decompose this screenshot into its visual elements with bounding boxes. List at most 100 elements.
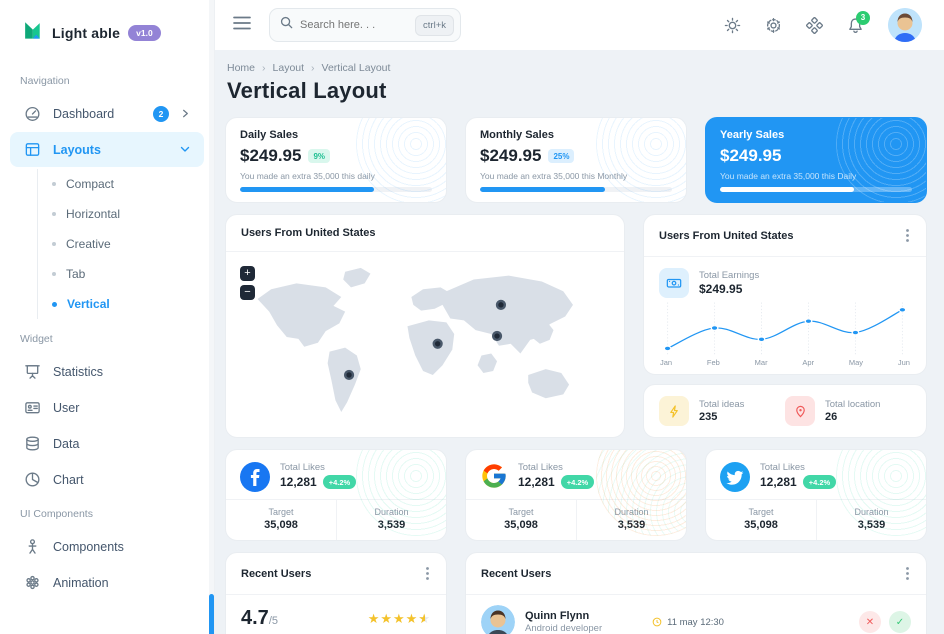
search-input[interactable] xyxy=(300,19,409,31)
search-box[interactable]: ctrl+k xyxy=(269,8,461,42)
kebab-menu-icon[interactable] xyxy=(904,565,911,582)
theme-sun-icon[interactable] xyxy=(724,17,741,34)
card-title: Recent Users xyxy=(481,567,552,580)
approve-button[interactable]: ✓ xyxy=(889,611,911,633)
target-value: 35,098 xyxy=(744,519,778,531)
sidebar-item-label: Chart xyxy=(53,472,84,487)
kebab-menu-icon[interactable] xyxy=(424,565,431,582)
likes-label: Total Likes xyxy=(518,462,563,473)
bullet-icon xyxy=(52,182,56,186)
dashboard-count-badge: 2 xyxy=(153,105,169,122)
id-card-icon xyxy=(24,399,41,416)
sidebar-item-label: Layouts xyxy=(53,142,101,157)
likes-percent-badge: +4.2% xyxy=(560,475,595,489)
yearly-sales-card: Yearly Sales $249.95 You made an extra 3… xyxy=(705,117,927,203)
sidebar-item-data[interactable]: Data xyxy=(10,426,204,461)
sidebar-item-statistics[interactable]: Statistics xyxy=(10,354,204,389)
subitem-label: Horizontal xyxy=(66,207,121,221)
sidebar-scrollbar-track xyxy=(209,0,214,634)
widgets-diamond-icon[interactable] xyxy=(806,16,823,34)
sidebar-subitem-vertical[interactable]: Vertical xyxy=(38,289,214,319)
sidebar-subitem-horizontal[interactable]: Horizontal xyxy=(38,199,214,229)
earnings-label: Total Earnings xyxy=(699,270,760,281)
nav-caption-navigation: Navigation xyxy=(20,75,70,87)
sidebar: Light able v1.0 Navigation Dashboard 2 L… xyxy=(0,0,215,634)
sidebar-item-layouts[interactable]: Layouts xyxy=(10,132,204,167)
likes-percent-badge: +4.2% xyxy=(802,475,837,489)
sidebar-item-label: Data xyxy=(53,436,80,451)
card-title: Monthly Sales xyxy=(480,129,554,141)
likes-label: Total Likes xyxy=(280,462,325,473)
pie-chart-icon xyxy=(24,471,41,488)
progress-bar xyxy=(720,187,912,192)
totals-card: Total ideas 235 Total location 26 xyxy=(643,384,927,438)
user-avatar[interactable] xyxy=(888,8,922,42)
card-title: Daily Sales xyxy=(240,129,299,141)
database-icon xyxy=(24,435,41,452)
hamburger-menu-icon[interactable] xyxy=(229,12,255,39)
person-figure-icon xyxy=(24,538,41,555)
google-icon xyxy=(480,462,508,495)
rating-score: 4.7/5 xyxy=(241,607,278,629)
version-badge: v1.0 xyxy=(128,24,161,41)
map-zoom-in-button[interactable]: + xyxy=(240,266,255,281)
user-row[interactable]: Quinn Flynn Android developer 11 may 12:… xyxy=(466,595,926,634)
progress-bar xyxy=(480,187,672,192)
likes-value: 12,281 xyxy=(518,475,555,489)
duration-cell: Duration 3,539 xyxy=(576,500,686,540)
total-location-value: 26 xyxy=(825,411,838,423)
percent-badge: 25% xyxy=(548,149,575,163)
line-chart xyxy=(644,300,926,358)
duration-label: Duration xyxy=(817,507,926,517)
sales-value: $249.95 xyxy=(720,146,782,165)
sidebar-subitem-creative[interactable]: Creative xyxy=(38,229,214,259)
user-name: Quinn Flynn xyxy=(525,610,590,622)
breadcrumb-home[interactable]: Home xyxy=(227,62,256,74)
dashboard-icon xyxy=(24,105,41,122)
bolt-icon xyxy=(659,396,689,426)
card-title: Recent Users xyxy=(241,567,312,580)
sidebar-item-dashboard[interactable]: Dashboard 2 xyxy=(10,96,204,131)
breadcrumb-current: Vertical Layout xyxy=(321,62,391,74)
sidebar-subitem-tab[interactable]: Tab xyxy=(38,259,214,289)
chevron-down-icon xyxy=(180,143,190,157)
flower-icon xyxy=(24,574,41,591)
sidebar-item-animation[interactable]: Animation xyxy=(10,565,204,600)
map-chart-row: Users From United States + − xyxy=(225,214,927,438)
total-ideas: Total ideas 235 xyxy=(659,396,785,426)
rating-card: Recent Users 4.7/5 ★★★★★★ 5★ xyxy=(225,552,447,634)
breadcrumb: Home › Layout › Vertical Layout xyxy=(225,62,927,74)
x-tick: Feb xyxy=(706,358,720,367)
sidebar-item-components[interactable]: Components xyxy=(10,529,204,564)
twitter-icon xyxy=(720,462,750,497)
map-zoom-out-button[interactable]: − xyxy=(240,285,255,300)
brand[interactable]: Light able v1.0 xyxy=(0,14,214,65)
sidebar-subitem-compact[interactable]: Compact xyxy=(38,169,214,199)
total-location: Total location 26 xyxy=(785,396,911,426)
reject-button[interactable]: ✕ xyxy=(859,611,881,633)
world-map[interactable] xyxy=(240,262,610,428)
google-likes-card: Total Likes 12,281 +4.2% Target 35,098 xyxy=(465,449,687,541)
sidebar-item-chart[interactable]: Chart xyxy=(10,462,204,497)
sidebar-item-user[interactable]: User xyxy=(10,390,204,425)
earnings-value: $249.95 xyxy=(699,282,743,296)
nav-caption-widget: Widget xyxy=(20,333,53,345)
target-value: 35,098 xyxy=(504,519,538,531)
target-label: Target xyxy=(268,507,294,517)
settings-gear-icon[interactable] xyxy=(765,17,782,34)
duration-label: Duration xyxy=(337,507,446,517)
duration-value: 3,539 xyxy=(577,519,686,531)
duration-value: 3,539 xyxy=(337,519,446,531)
notifications-bell-icon[interactable]: 3 xyxy=(847,10,870,34)
likes-value: 12,281 xyxy=(280,475,317,489)
duration-cell: Duration 3,539 xyxy=(336,500,446,540)
breadcrumb-layout[interactable]: Layout xyxy=(272,62,305,74)
sidebar-item-label: Components xyxy=(53,539,124,554)
target-cell: Target 35,098 xyxy=(706,500,816,540)
social-cards-row: Total Likes 12,281 +4.2% Target 35,098 xyxy=(225,449,927,541)
facebook-icon xyxy=(240,462,270,497)
percent-badge: 9% xyxy=(308,149,331,163)
breadcrumb-separator: › xyxy=(262,62,266,74)
kebab-menu-icon[interactable] xyxy=(904,227,911,244)
sidebar-scrollbar-thumb[interactable] xyxy=(209,594,214,634)
